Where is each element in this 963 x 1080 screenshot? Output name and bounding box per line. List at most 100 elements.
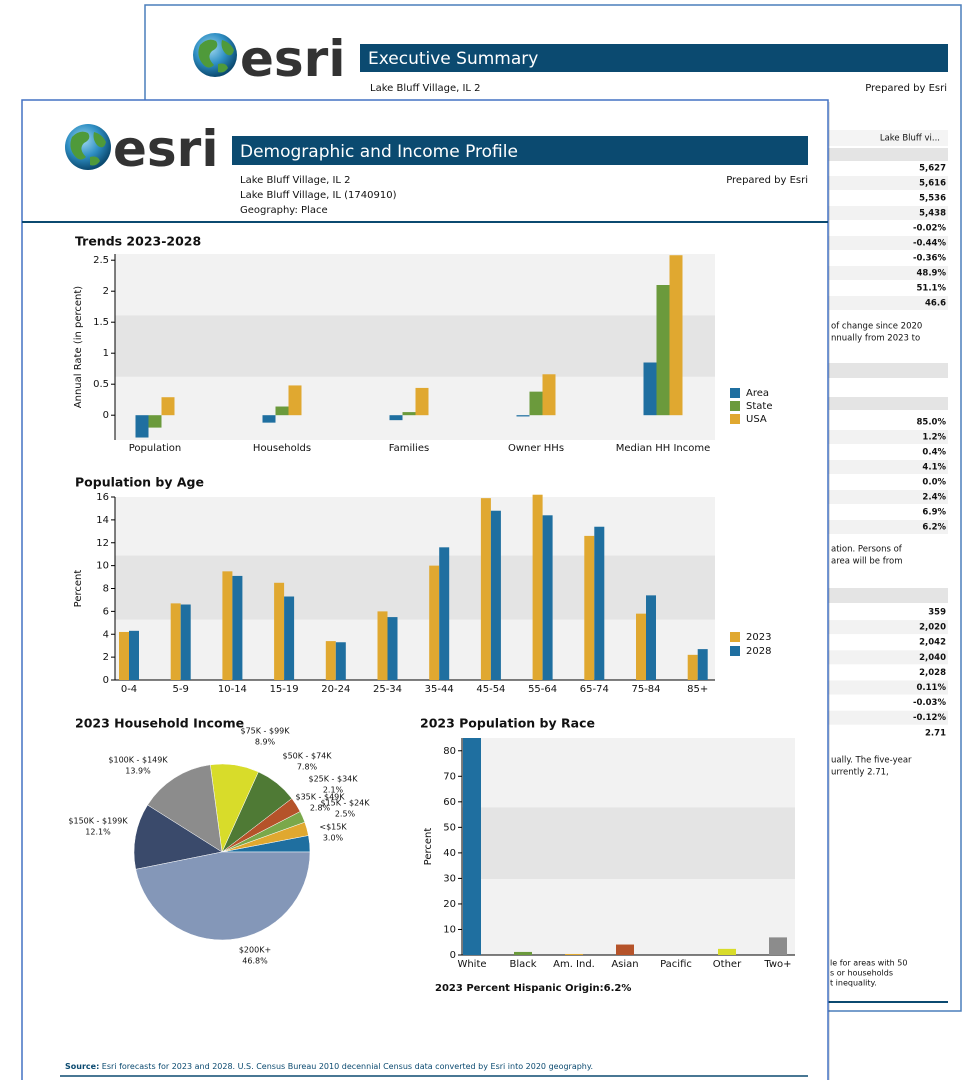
- bar: [148, 415, 162, 428]
- bar: [232, 575, 243, 680]
- slice-value: 12.1%: [85, 828, 111, 837]
- x-tick-label: 15-19: [270, 684, 299, 695]
- header-bar: [360, 44, 948, 72]
- slice-label: <$15K: [319, 823, 347, 832]
- legend-label: Area: [746, 388, 769, 399]
- row-stripe: [828, 490, 948, 504]
- row-stripe: [828, 430, 948, 444]
- x-tick-label: 85+: [687, 684, 708, 695]
- front-prepared: Prepared by Esri: [726, 175, 808, 186]
- y-tick-label: 12: [96, 538, 109, 549]
- pie-slice: [135, 851, 311, 941]
- back-title: Executive Summary: [368, 49, 538, 69]
- source: Source: Esri forecasts for 2023 and 2028…: [65, 1062, 593, 1071]
- row-stripe: [828, 710, 948, 725]
- y-tick-label: 2.5: [93, 255, 109, 266]
- bar: [170, 603, 181, 680]
- row-stripe: [828, 620, 948, 635]
- bar: [439, 547, 450, 680]
- summary-value: 5,616: [919, 179, 946, 189]
- bar: [274, 582, 285, 680]
- bar: [516, 415, 530, 417]
- bar: [532, 494, 543, 680]
- legend-label: State: [746, 401, 772, 412]
- source-text: Esri forecasts for 2023 and 2028. U.S. C…: [99, 1062, 593, 1071]
- row-stripe: [828, 236, 948, 250]
- y-tick-label: 70: [443, 771, 456, 782]
- y-tick-label: 8: [103, 584, 109, 595]
- slice-value: 2.8%: [310, 804, 331, 813]
- y-axis-label: Percent: [73, 570, 84, 608]
- back-location: Lake Bluff Village, IL 2: [370, 83, 481, 94]
- row-stripe: [828, 680, 948, 695]
- bar: [529, 391, 543, 416]
- bar: [565, 953, 583, 955]
- chart-footnote: 2023 Percent Hispanic Origin:6.2%: [435, 983, 631, 994]
- y-tick-label: 40: [443, 848, 456, 859]
- bar: [636, 613, 646, 680]
- summary-note: nnually from 2023 to: [831, 334, 920, 344]
- summary-value: -0.36%: [913, 254, 946, 264]
- bar: [387, 617, 398, 680]
- back-logo: esri: [193, 30, 345, 88]
- x-tick-label: 25-34: [373, 684, 402, 695]
- x-tick-label: Population: [129, 443, 182, 454]
- bar: [718, 948, 736, 955]
- y-tick-label: 80: [443, 746, 456, 757]
- globe-land: [70, 131, 106, 166]
- section-bar: [828, 363, 948, 378]
- slice-value: 7.8%: [297, 763, 318, 772]
- legend-swatch: [730, 388, 740, 398]
- summary-value: 6.9%: [922, 508, 946, 518]
- front-logo: esri: [65, 120, 218, 178]
- slice-value: 13.9%: [125, 767, 151, 776]
- back-column: 5,627 5,616 5,536 5,438 -0.02% -0.44% -0.36% 48…: [828, 164, 948, 988]
- bar: [161, 397, 175, 416]
- bar: [325, 641, 336, 680]
- logo-text: esri: [113, 120, 218, 178]
- summary-value: 5,536: [919, 194, 946, 204]
- bar: [542, 374, 556, 416]
- slice-label: $25K - $34K: [308, 775, 358, 784]
- summary-value: 6.2%: [922, 523, 946, 533]
- summary-value: 0.0%: [922, 478, 946, 488]
- summary-note: ually. The five-year: [831, 756, 912, 766]
- y-tick-label: 1: [103, 348, 109, 359]
- footnote: t inequality.: [830, 979, 877, 988]
- header-bar: [232, 136, 808, 165]
- globe-land: [198, 39, 234, 73]
- x-tick-label: Median HH Income: [616, 443, 711, 454]
- footnote: le for areas with 50: [830, 959, 907, 968]
- bar: [646, 595, 656, 680]
- bar: [389, 415, 403, 421]
- slice-label: $200K+: [239, 946, 271, 955]
- x-tick-label: Am. Ind.: [553, 959, 595, 970]
- y-axis-label: Percent: [423, 828, 434, 866]
- bar: [119, 631, 129, 680]
- slice-label: $75K - $99K: [240, 727, 290, 736]
- row-stripe: [828, 176, 948, 190]
- bar: [643, 362, 657, 416]
- y-tick-label: 4: [103, 629, 109, 640]
- legend-swatch: [730, 401, 740, 411]
- summary-value: 1.2%: [922, 433, 946, 443]
- bar: [594, 526, 605, 680]
- x-tick-label: 75-84: [631, 684, 660, 695]
- bar: [514, 951, 532, 955]
- y-tick-label: 20: [443, 899, 456, 910]
- source-label: Source:: [65, 1062, 99, 1071]
- row-stripe: [828, 650, 948, 665]
- summary-value: -0.03%: [913, 698, 946, 708]
- bar: [402, 412, 416, 416]
- summary-value: 2,028: [919, 668, 946, 678]
- summary-note: urrently 2.71,: [831, 768, 889, 778]
- chart-title: Population by Age: [75, 475, 204, 490]
- location-line: Lake Bluff Village, IL (1740910): [240, 190, 397, 201]
- chart-title: 2023 Household Income: [75, 716, 244, 731]
- y-tick-label: 0: [103, 410, 109, 421]
- y-tick-label: 1.5: [93, 317, 109, 328]
- bar: [429, 565, 440, 680]
- summary-value: 85.0%: [917, 418, 947, 428]
- summary-value: 5,438: [919, 209, 946, 219]
